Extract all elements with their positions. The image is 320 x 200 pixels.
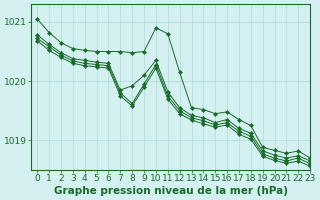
- X-axis label: Graphe pression niveau de la mer (hPa): Graphe pression niveau de la mer (hPa): [54, 186, 288, 196]
